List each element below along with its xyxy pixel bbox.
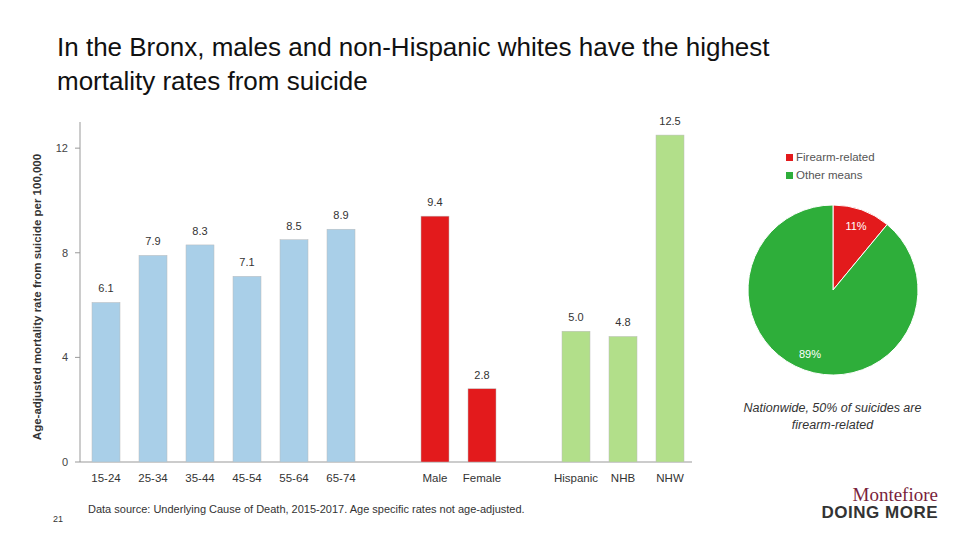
annotation: Nationwide, 50% of suicides are firearm-… [740,400,925,434]
bars [92,135,684,462]
bar [139,255,167,462]
data-label: 6.1 [98,282,113,294]
x-tick-label: NHB [611,472,636,484]
x-tick-label: 25-34 [138,472,168,484]
bar [656,135,684,462]
data-label: 4.8 [615,316,630,328]
y-tick-label: 0 [62,456,68,468]
pie-slice [748,205,918,375]
logo-name: Montefiore [853,484,938,506]
chart-canvas: 0 4 8 12 Age-adjusted mortality rate from su… [0,0,960,540]
data-label: 8.9 [333,209,348,221]
bar [92,302,120,462]
x-tick-label: Female [463,472,501,484]
pie-label: 11% [845,220,866,232]
y-tick-label: 8 [62,247,68,259]
legend-label: Firearm-related [796,151,875,163]
data-label: 8.5 [286,220,301,232]
y-tick [75,462,80,463]
data-label: 9.4 [427,196,442,208]
logo-tagline: DOING MORE [822,503,938,523]
data-label: 7.1 [239,256,254,268]
x-tick-label: 55-64 [279,472,309,484]
x-tick-label: Male [423,472,448,484]
data-label: 7.9 [145,235,160,247]
bar [609,336,637,462]
bar [468,389,496,462]
bar [327,229,355,462]
data-label: 2.8 [474,369,489,381]
data-label: 12.5 [659,115,680,127]
y-axis-label: Age-adjusted mortality rate from suicide… [31,154,43,440]
slide-title: In the Bronx, males and non-Hispanic whi… [57,30,857,98]
x-tick-label: 45-54 [232,472,262,484]
legend-swatch [786,172,793,179]
x-tick-label: 15-24 [91,472,121,484]
bar [280,240,308,462]
y-tick [75,357,80,358]
y-tick-label: 12 [56,142,68,154]
bar [421,216,449,462]
x-tick-label: 65-74 [326,472,356,484]
legend-swatch [786,154,793,161]
y-axis [80,122,81,462]
x-tick-label: NHW [656,472,684,484]
legend-label: Other means [796,169,863,181]
x-tick-label: Hispanic [554,472,598,484]
data-label: 5.0 [568,311,583,323]
y-tick-label: 4 [62,351,68,363]
y-tick [75,148,80,149]
footnote: Data source: Underlying Cause of Death, … [88,503,525,515]
page-number: 21 [53,514,63,524]
x-tick-label: 35-44 [185,472,215,484]
y-tick [75,252,80,253]
bar [186,245,214,462]
x-axis [80,462,692,463]
bar [233,276,261,462]
pie-label: 89% [799,348,821,360]
data-label: 8.3 [192,225,207,237]
bar [562,331,590,462]
